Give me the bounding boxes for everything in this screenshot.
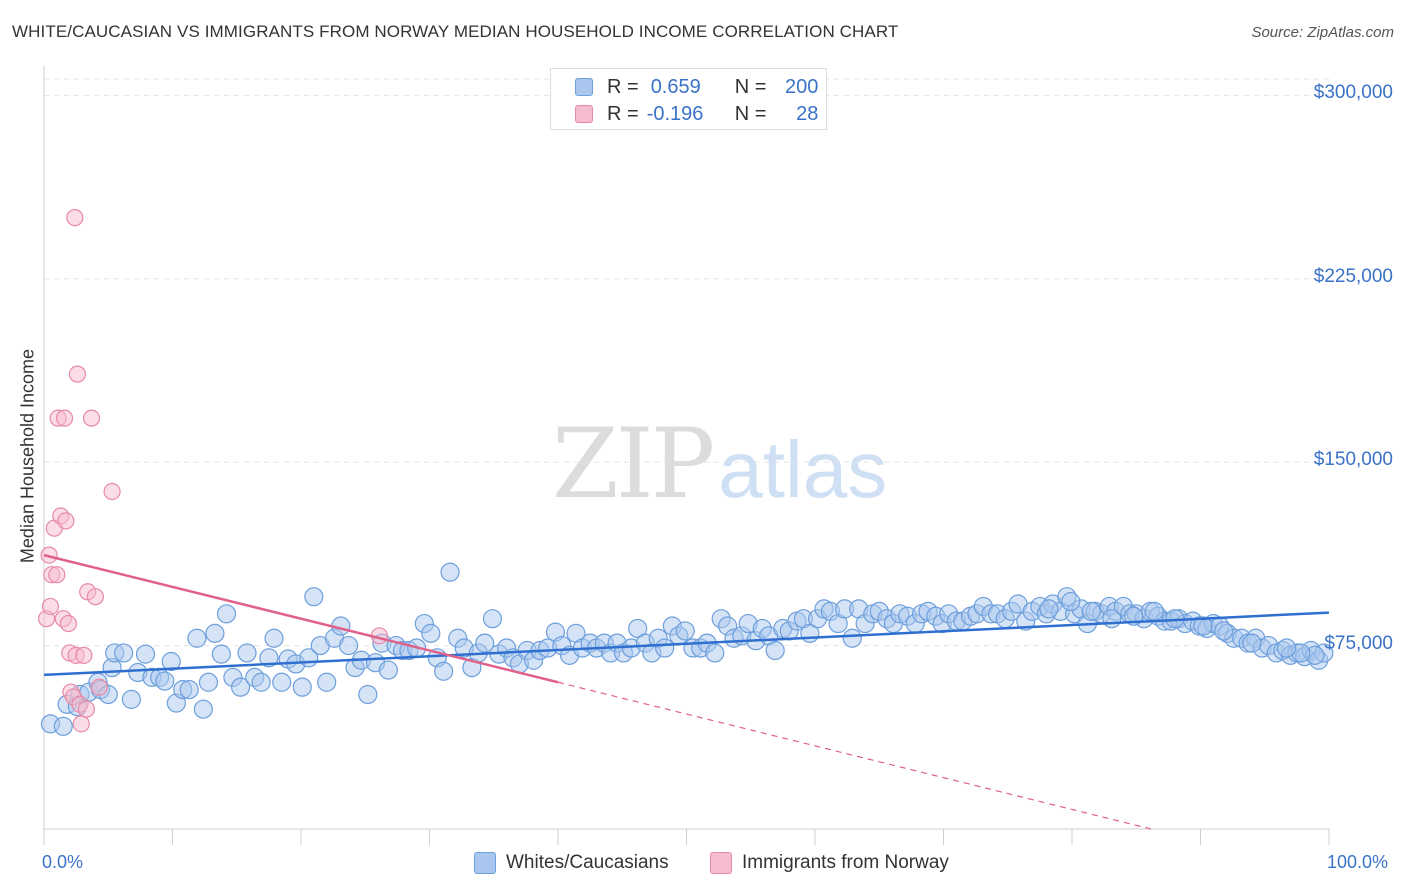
data-point-whites bbox=[434, 661, 454, 681]
y-axis-label: Median Household Income bbox=[17, 348, 38, 564]
y-tick-label: $150,000 bbox=[1313, 449, 1393, 471]
data-point-norway bbox=[90, 678, 108, 696]
data-point-whites bbox=[475, 633, 495, 653]
data-point-whites bbox=[358, 684, 378, 705]
data-point-whites bbox=[440, 562, 460, 582]
norway-series bbox=[37, 209, 388, 733]
whites-series bbox=[40, 562, 1334, 736]
x-tick-label-min: 0.0% bbox=[42, 852, 84, 872]
legend-n-label: N = bbox=[734, 102, 767, 125]
data-point-whites bbox=[264, 628, 284, 648]
data-point-whites bbox=[155, 671, 175, 691]
gridlines bbox=[44, 78, 1329, 647]
y-tick-label: $75,000 bbox=[1324, 632, 1393, 654]
data-point-whites bbox=[1081, 601, 1101, 621]
legend-swatch-blue bbox=[474, 852, 496, 874]
correlation-legend: R = 0.659 N = 200 R = -0.196 N = 28 bbox=[550, 68, 827, 130]
data-point-whites bbox=[193, 699, 213, 719]
data-point-whites bbox=[304, 587, 324, 607]
data-point-whites bbox=[482, 609, 503, 629]
y-tick-label: $300,000 bbox=[1313, 82, 1393, 104]
legend-r-label: R = bbox=[607, 75, 639, 98]
data-point-whites bbox=[1039, 599, 1059, 619]
trend-line-whites bbox=[43, 611, 1330, 677]
y-tick-label: $225,000 bbox=[1313, 265, 1393, 287]
legend-n-value: 28 bbox=[796, 102, 819, 125]
legend-swatch-pink bbox=[575, 105, 593, 123]
data-point-whites bbox=[1102, 609, 1122, 629]
data-point-whites bbox=[231, 677, 251, 697]
data-point-norway bbox=[77, 700, 96, 718]
data-point-whites bbox=[179, 680, 199, 700]
data-point-norway bbox=[75, 646, 93, 664]
data-point-whites bbox=[842, 628, 862, 648]
data-point-whites bbox=[187, 628, 207, 648]
legend-item-whites: Whites/Caucasians bbox=[474, 852, 669, 874]
legend-r-value: -0.196 bbox=[646, 102, 704, 125]
data-point-whites bbox=[765, 640, 785, 661]
source-credit: Source: ZipAtlas.com bbox=[1251, 24, 1394, 41]
data-point-whites bbox=[1144, 601, 1164, 621]
data-point-whites bbox=[198, 672, 219, 692]
legend-swatch-pink bbox=[710, 852, 732, 874]
data-point-whites bbox=[251, 672, 271, 692]
legend-label-whites: Whites/Caucasians bbox=[506, 852, 669, 873]
data-point-norway bbox=[57, 512, 75, 530]
data-point-whites bbox=[338, 635, 359, 656]
data-point-norway bbox=[82, 409, 101, 427]
legend-swatch-blue bbox=[575, 78, 593, 96]
data-point-whites bbox=[259, 648, 279, 668]
legend-n-value: 200 bbox=[785, 75, 819, 98]
data-point-norway bbox=[59, 614, 78, 633]
data-point-whites bbox=[1214, 621, 1234, 641]
data-point-norway bbox=[68, 365, 87, 383]
data-point-whites bbox=[272, 672, 292, 692]
axes bbox=[43, 66, 1330, 845]
data-point-norway bbox=[48, 566, 66, 584]
trend-line-norway-extension bbox=[557, 681, 1152, 830]
data-point-whites bbox=[655, 638, 675, 658]
data-point-whites bbox=[675, 621, 695, 641]
data-point-norway bbox=[103, 482, 121, 501]
data-point-whites bbox=[121, 689, 141, 709]
trend-lines bbox=[43, 553, 1330, 830]
legend-item-norway: Immigrants from Norway bbox=[710, 852, 949, 874]
data-point-whites bbox=[53, 716, 73, 736]
legend-r-value: 0.659 bbox=[650, 75, 701, 98]
data-point-whites bbox=[161, 651, 181, 672]
data-point-whites bbox=[237, 643, 257, 663]
data-point-whites bbox=[211, 644, 231, 664]
data-point-norway bbox=[66, 209, 84, 227]
legend-r-label: R = bbox=[607, 102, 639, 125]
data-point-whites bbox=[292, 677, 312, 697]
data-point-whites bbox=[1276, 638, 1297, 658]
data-point-whites bbox=[114, 643, 134, 663]
data-point-norway bbox=[41, 597, 60, 616]
legend-row-whites: R = 0.659 N = 200 bbox=[575, 75, 818, 99]
data-point-whites bbox=[421, 623, 441, 643]
x-tick-label-max: 100.0% bbox=[1327, 852, 1389, 872]
legend-label-norway: Immigrants from Norway bbox=[742, 852, 949, 873]
data-point-whites bbox=[378, 660, 398, 680]
legend-n-label: N = bbox=[734, 75, 767, 98]
legend-row-norway: R = -0.196 N = 28 bbox=[575, 102, 818, 126]
data-point-whites bbox=[135, 644, 156, 664]
data-point-whites bbox=[1242, 633, 1262, 653]
chart-title: WHITE/CAUCASIAN VS IMMIGRANTS FROM NORWA… bbox=[12, 22, 899, 41]
data-point-whites bbox=[705, 643, 725, 663]
data-point-norway bbox=[72, 715, 90, 733]
data-point-whites bbox=[205, 623, 225, 643]
data-point-whites bbox=[317, 672, 337, 692]
trend-line-norway bbox=[43, 553, 559, 684]
data-point-norway bbox=[86, 588, 105, 606]
data-point-whites bbox=[216, 604, 237, 624]
data-point-norway bbox=[55, 409, 74, 427]
data-point-whites bbox=[1193, 616, 1213, 636]
data-point-whites bbox=[1061, 591, 1081, 612]
